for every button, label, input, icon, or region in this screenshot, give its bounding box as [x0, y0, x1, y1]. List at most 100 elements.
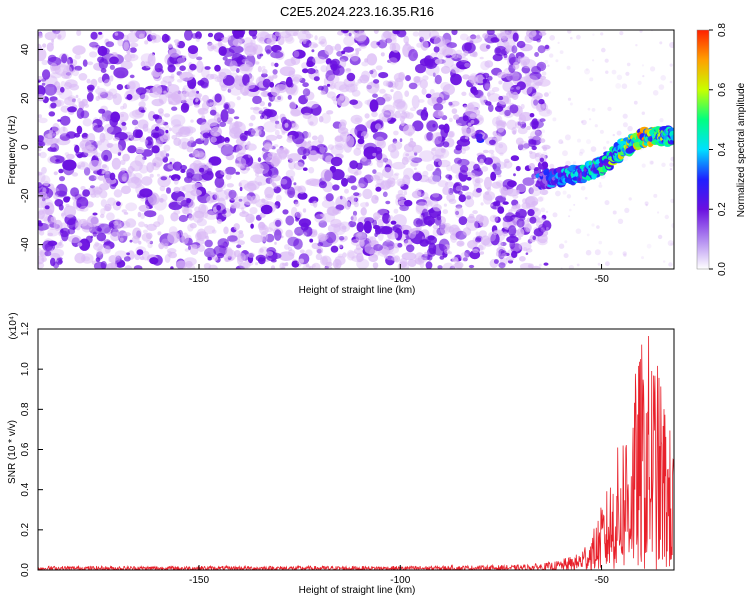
noise-cell	[264, 186, 275, 199]
noise-cell	[549, 53, 554, 58]
noise-cell	[50, 216, 56, 223]
noise-cell	[413, 167, 417, 171]
noise-cell	[423, 215, 436, 226]
noise-cell	[464, 191, 474, 200]
noise-cell	[507, 225, 517, 237]
noise-cell	[179, 186, 186, 192]
noise-cell	[586, 233, 590, 237]
noise-cell	[233, 144, 243, 151]
noise-cell	[227, 108, 235, 115]
snr-panel: -150 -100 -50 0.0 0.2 0.4 0.6 0.8 1.0 1.2 Height…	[7, 312, 675, 596]
noise-cell	[451, 108, 458, 114]
noise-cell	[390, 89, 394, 93]
noise-cell	[284, 122, 289, 128]
noise-cell	[173, 137, 182, 146]
noise-cell	[511, 45, 518, 54]
noise-cell	[176, 40, 186, 49]
noise-cell	[138, 204, 150, 212]
noise-cell	[628, 197, 632, 201]
noise-cell	[388, 215, 394, 220]
noise-cell	[470, 120, 475, 124]
noise-cell	[234, 75, 240, 81]
noise-cell	[104, 245, 111, 254]
noise-cell	[348, 196, 357, 203]
noise-cell	[264, 115, 268, 121]
noise-cell	[516, 189, 520, 194]
noise-cell	[472, 248, 479, 254]
noise-cell	[506, 97, 512, 105]
noise-cell	[259, 53, 264, 57]
noise-cell	[482, 149, 489, 154]
noise-cell	[120, 167, 127, 172]
noise-cell	[130, 54, 136, 59]
noise-cell	[149, 240, 153, 245]
noise-cell	[271, 94, 284, 103]
noise-cell	[531, 173, 537, 180]
noise-cell	[519, 255, 526, 262]
noise-cell	[345, 68, 352, 72]
noise-cell	[500, 241, 507, 247]
noise-cell	[624, 207, 630, 213]
noise-cell	[490, 152, 495, 160]
noise-cell	[137, 211, 142, 218]
noise-cell	[317, 134, 324, 144]
noise-cell	[120, 105, 125, 110]
noise-cell	[79, 139, 92, 150]
spectrogram-y-axis-label: Frequency (Hz)	[7, 116, 18, 185]
noise-cell	[509, 240, 515, 250]
noise-cell	[536, 95, 541, 101]
noise-cell	[440, 65, 451, 74]
noise-cell	[401, 156, 409, 165]
noise-cell	[117, 111, 129, 122]
noise-cell	[412, 172, 423, 182]
noise-cell	[622, 251, 627, 256]
noise-cell	[158, 93, 167, 105]
y-tick-label: -20	[20, 188, 31, 203]
noise-cell	[364, 113, 370, 119]
noise-cell	[575, 228, 582, 234]
noise-cell	[531, 66, 542, 75]
noise-cell	[163, 144, 171, 152]
noise-cell	[248, 154, 251, 158]
noise-cell	[529, 113, 535, 118]
noise-cell	[285, 86, 296, 96]
noise-cell	[270, 265, 276, 269]
noise-cell	[451, 30, 458, 36]
noise-cell	[257, 181, 263, 186]
noise-cell	[82, 118, 93, 127]
noise-cell	[405, 153, 410, 157]
noise-cell	[95, 87, 107, 95]
noise-cell	[644, 201, 649, 206]
noise-cell	[279, 66, 296, 76]
noise-cell	[225, 195, 229, 200]
noise-cell	[463, 105, 468, 109]
noise-cell	[402, 124, 416, 136]
noise-cell	[48, 111, 56, 117]
noise-cell	[42, 43, 47, 48]
noise-cell	[518, 140, 529, 151]
noise-cell	[341, 225, 347, 230]
noise-cell	[321, 256, 328, 265]
noise-cell	[515, 208, 527, 219]
x-tick-label: -100	[390, 575, 410, 586]
y-tick-label: 0	[20, 144, 31, 150]
noise-cell	[122, 103, 128, 109]
noise-cell	[581, 119, 587, 126]
noise-cell	[194, 104, 200, 108]
noise-cell	[497, 206, 505, 214]
noise-cell	[372, 93, 378, 98]
noise-cell	[67, 106, 77, 113]
noise-cell	[235, 265, 245, 269]
noise-cell	[229, 198, 235, 203]
noise-cell	[204, 210, 219, 220]
noise-cell	[146, 162, 155, 173]
noise-cell	[133, 265, 143, 269]
noise-cell	[77, 242, 83, 247]
noise-cell	[539, 189, 549, 196]
noise-cell	[261, 73, 268, 78]
colorbar-ticks: 0.0 0.2 0.4 0.6 0.8	[709, 23, 728, 276]
noise-cell	[188, 214, 195, 221]
noise-cell	[77, 165, 82, 169]
noise-cell	[589, 118, 592, 121]
snr-background	[38, 329, 674, 570]
